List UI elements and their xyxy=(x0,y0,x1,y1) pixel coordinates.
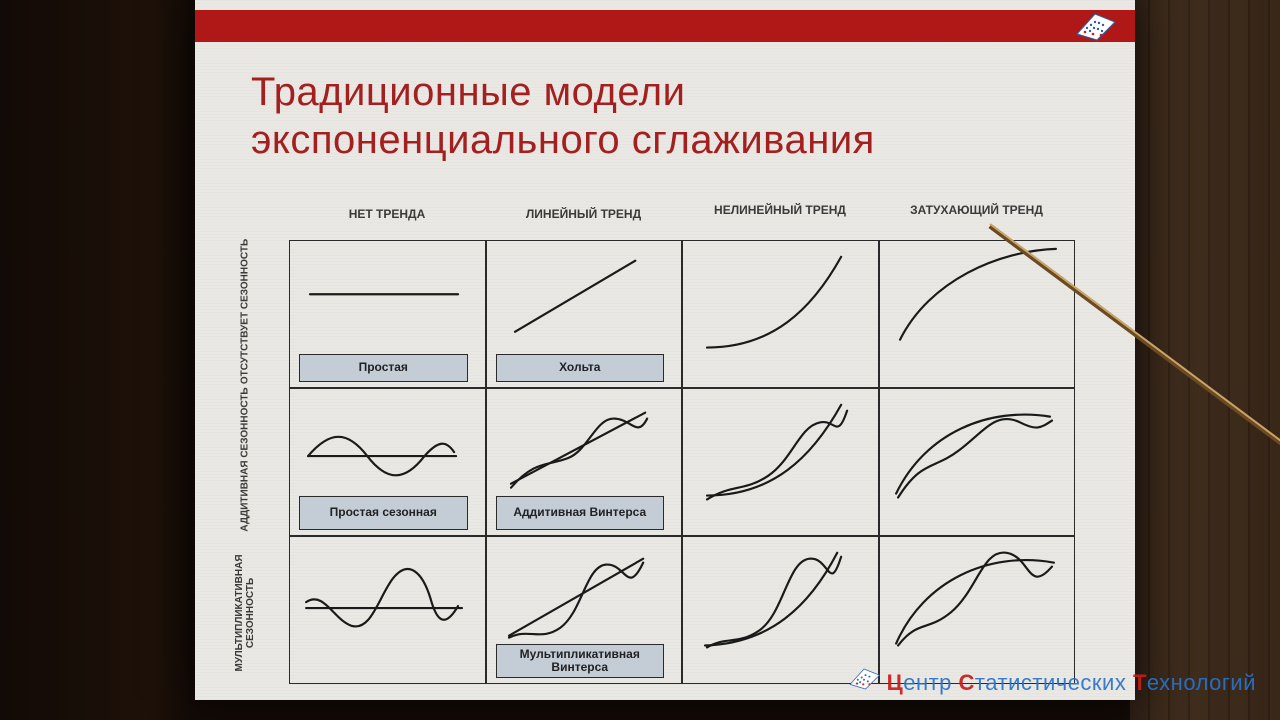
slide-title: Традиционные модели экспоненциального сг… xyxy=(251,68,875,164)
grid-cell xyxy=(682,388,879,536)
title-line-2: экспоненциального сглаживания xyxy=(251,118,875,162)
models-grid: НЕТ ТРЕНДАЛИНЕЙНЫЙ ТРЕНДНЕЛИНЕЙНЫЙ ТРЕНД… xyxy=(289,240,1075,684)
video-frame: Традиционные модели экспоненциального сг… xyxy=(0,0,1280,720)
row-header: МУЛЬТИПЛИКАТИВНАЯ СЕЗОННОСТЬ xyxy=(234,539,256,687)
watermark-logo-icon xyxy=(847,666,881,698)
column-header: НЕЛИНЕЙНЫЙ ТРЕНД xyxy=(682,204,878,217)
slide-header-bar xyxy=(195,10,1135,42)
column-header: НЕТ ТРЕНДА xyxy=(289,208,485,221)
grid-cell xyxy=(682,240,879,388)
model-label: Простая сезонная xyxy=(299,496,468,530)
grid-cell xyxy=(682,536,879,684)
channel-watermark: Центр Статистических Технологий xyxy=(847,668,1256,700)
grid-cell xyxy=(879,536,1076,684)
grid-cell xyxy=(289,536,486,684)
grid-cell xyxy=(879,240,1076,388)
model-label: Мультипликативная Винтерса xyxy=(496,644,665,678)
presentation-slide: Традиционные модели экспоненциального сг… xyxy=(195,0,1135,700)
grid-cell xyxy=(879,388,1076,536)
row-header: АДДИТИВНАЯ СЕЗОННОСТЬ xyxy=(240,386,251,534)
row-header: ОТСУТСТВУЕТ СЕЗОННОСТЬ xyxy=(240,238,251,386)
title-line-1: Традиционные модели xyxy=(251,70,685,114)
model-label: Аддитивная Винтерса xyxy=(496,496,665,530)
column-header: ЗАТУХАЮЩИЙ ТРЕНД xyxy=(879,204,1075,217)
model-label: Простая xyxy=(299,354,468,382)
background-paneling xyxy=(1130,0,1280,720)
corner-logo xyxy=(1073,12,1117,42)
column-header: ЛИНЕЙНЫЙ ТРЕНД xyxy=(486,208,682,221)
model-label: Хольта xyxy=(496,354,665,382)
